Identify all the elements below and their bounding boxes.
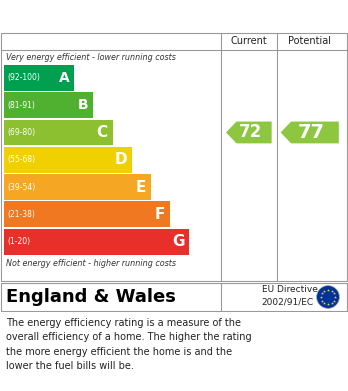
Bar: [4, 201, 170, 227]
Text: B: B: [78, 98, 88, 112]
Text: 77: 77: [298, 123, 325, 142]
Text: 72: 72: [239, 124, 262, 142]
Text: Very energy efficient - lower running costs: Very energy efficient - lower running co…: [6, 54, 176, 63]
Text: D: D: [114, 152, 127, 167]
Text: G: G: [172, 234, 184, 249]
Bar: [4, 147, 132, 173]
Text: (69-80): (69-80): [7, 128, 35, 137]
Bar: [4, 174, 151, 200]
Polygon shape: [226, 122, 272, 143]
Bar: [4, 65, 74, 91]
Text: E: E: [136, 179, 146, 195]
Text: (92-100): (92-100): [7, 74, 40, 83]
Text: (39-54): (39-54): [7, 183, 35, 192]
Text: Potential: Potential: [288, 36, 331, 46]
Text: Current: Current: [230, 36, 267, 46]
Text: A: A: [58, 71, 69, 85]
Text: (55-68): (55-68): [7, 155, 35, 164]
Text: England & Wales: England & Wales: [6, 288, 176, 306]
Bar: [4, 229, 189, 255]
Text: (81-91): (81-91): [7, 100, 35, 110]
Text: C: C: [96, 125, 108, 140]
Bar: [4, 92, 94, 118]
Polygon shape: [280, 122, 339, 143]
Text: (21-38): (21-38): [7, 210, 35, 219]
Text: The energy efficiency rating is a measure of the
overall efficiency of a home. T: The energy efficiency rating is a measur…: [6, 318, 252, 371]
Text: (1-20): (1-20): [7, 237, 30, 246]
Circle shape: [317, 285, 339, 308]
Text: F: F: [155, 207, 165, 222]
Text: Energy Efficiency Rating: Energy Efficiency Rating: [9, 9, 211, 23]
Text: EU Directive
2002/91/EC: EU Directive 2002/91/EC: [262, 285, 317, 307]
Text: Not energy efficient - higher running costs: Not energy efficient - higher running co…: [6, 258, 176, 267]
Bar: [4, 120, 113, 145]
